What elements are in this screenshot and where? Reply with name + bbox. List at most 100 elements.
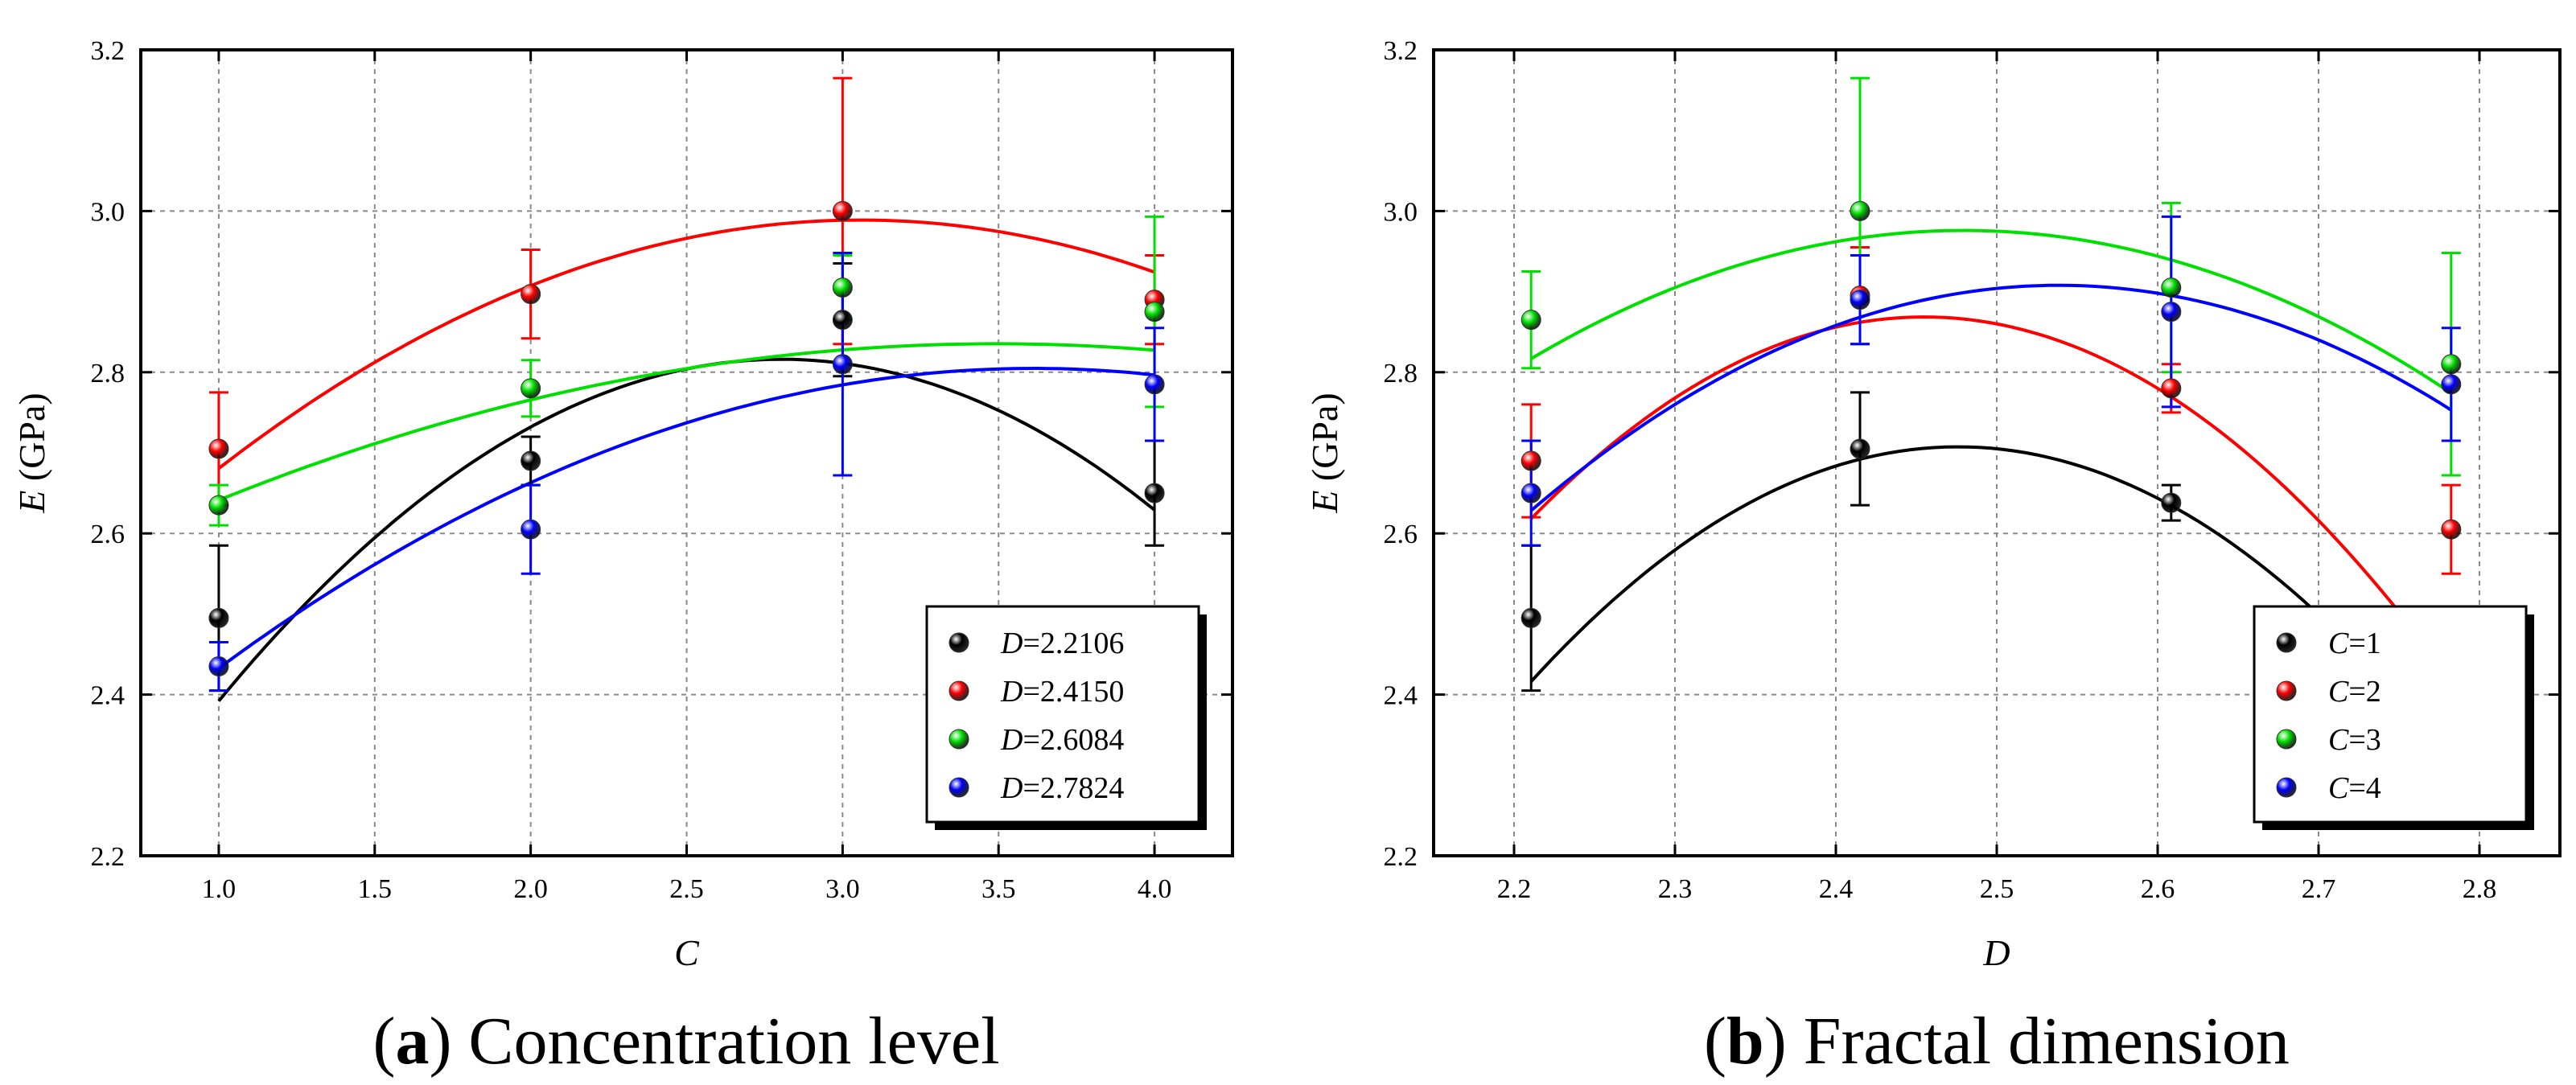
legend-entry: D=2.6084	[1000, 723, 1124, 757]
x-tick-label: 2.5	[1980, 874, 2014, 904]
data-point	[2161, 302, 2182, 323]
y-axis-label-unit: (GPa)	[1304, 392, 1345, 490]
data-point	[1520, 310, 1541, 331]
panel-caption: (b) Fractal dimension	[1704, 1004, 2290, 1079]
data-point	[1520, 450, 1541, 471]
y-tick-label: 3.0	[91, 197, 126, 227]
caption-paren-close: )	[1764, 1004, 1787, 1079]
data-point	[521, 519, 541, 540]
legend-entry-var: D	[1000, 675, 1023, 709]
data-point	[1144, 483, 1165, 503]
y-axis-label-unit: (GPa)	[11, 392, 52, 490]
x-tick-label: 2.2	[1497, 874, 1532, 904]
caption-letter: a	[395, 1004, 429, 1079]
fit-line-C-4	[1529, 283, 2452, 512]
data-point	[208, 495, 229, 516]
fit-line-C-3	[1530, 228, 2452, 395]
data-point	[2441, 374, 2462, 395]
legend-entry-var: C	[2328, 627, 2349, 660]
data-point	[1520, 483, 1541, 503]
legend-marker	[2276, 680, 2297, 701]
legend-entry: C=4	[2328, 771, 2381, 805]
data-point	[1144, 302, 1165, 323]
legend-entry-var: C	[2328, 675, 2349, 709]
data-point	[208, 438, 229, 459]
data-point	[521, 378, 541, 399]
data-point	[2161, 277, 2182, 298]
legend-entry: C=2	[2328, 675, 2381, 709]
legend-entry: D=2.7824	[1000, 771, 1124, 805]
legend-box	[2253, 605, 2528, 824]
y-tick-label: 2.2	[1384, 842, 1418, 872]
x-axis-label-var: D	[1982, 932, 2010, 973]
legend-entry-var: D	[1000, 627, 1023, 660]
legend-entry-var: C	[2328, 771, 2349, 805]
legend-entry-value: =2.4150	[1023, 675, 1124, 709]
data-point	[521, 284, 541, 305]
y-tick-label: 2.8	[91, 359, 126, 388]
y-axis-label-var: E	[11, 491, 52, 514]
data-point	[832, 354, 853, 375]
chart-panel-a: 1.0 1.5 2.0 2.5 3.0 3.5 4.0 2.2 2.4 2.6 2.8 3.0 3.2 C…	[11, 36, 1234, 1079]
y-tick-label: 2.8	[1384, 359, 1418, 388]
x-tick-label: 2.7	[2302, 874, 2336, 904]
data-point	[521, 450, 541, 471]
fit-line-D-4	[217, 366, 1155, 670]
fit-line-D-2	[217, 218, 1155, 470]
fit-line-C-1	[1529, 445, 2453, 762]
legend-entry-value: =2.2106	[1023, 627, 1124, 660]
fit-line-C-2	[1529, 315, 2453, 681]
x-tick-label: 3.5	[981, 874, 1016, 904]
legend-marker	[2276, 632, 2297, 653]
legend-marker	[2276, 729, 2297, 750]
legend-entry-var: D	[1000, 771, 1023, 805]
x-tick-label: 2.4	[1819, 874, 1854, 904]
legend-marker	[2276, 777, 2297, 798]
data-point	[2161, 492, 2182, 513]
legend-marker	[949, 632, 969, 653]
legend-entry-value: =4	[2348, 771, 2381, 805]
fit-line-D-3	[218, 342, 1155, 502]
legend-entry: C=3	[2328, 723, 2381, 757]
x-tick-label: 2.5	[669, 874, 704, 904]
data-point	[1850, 438, 1870, 459]
x-tick-label: 4.0	[1138, 874, 1172, 904]
y-tick-label: 2.6	[1384, 520, 1418, 549]
x-axis-label: C	[674, 932, 700, 973]
y-tick-label: 3.0	[1384, 197, 1418, 227]
data-point	[1850, 290, 1870, 310]
legend-entry: D=2.2106	[1000, 627, 1124, 660]
x-tick-label: 2.8	[2463, 874, 2497, 904]
chart-panel-b: 2.2 2.3 2.4 2.5 2.6 2.7 2.8 2.2 2.4 2.6 2.8 3.0 3.2 D…	[1304, 36, 2562, 1079]
caption-paren-close: )	[429, 1004, 451, 1079]
data-point	[2161, 378, 2182, 399]
legend-entry-var: D	[1000, 723, 1023, 757]
legend: C=1C=2C=3C=4	[2253, 605, 2534, 830]
data-point	[832, 310, 853, 331]
data-point	[208, 656, 229, 677]
y-axis-label: E (GPa)	[11, 392, 52, 513]
x-tick-label: 2.6	[2141, 874, 2175, 904]
x-axis-label-var: C	[674, 932, 700, 973]
caption-text: Fractal dimension	[1787, 1004, 2290, 1079]
legend-entry-value: =2	[2348, 675, 2381, 709]
legend-marker	[949, 777, 969, 798]
legend-entry-var: C	[2328, 723, 2349, 757]
caption-paren-open: (	[1704, 1004, 1726, 1079]
x-tick-label: 2.0	[513, 874, 548, 904]
x-axis-label: D	[1982, 932, 2010, 973]
x-tick-label: 3.0	[825, 874, 860, 904]
caption-paren-open: (	[372, 1004, 395, 1079]
y-tick-label: 2.4	[91, 681, 126, 711]
y-tick-label: 3.2	[91, 36, 126, 66]
legend-marker	[949, 729, 969, 750]
data-point	[832, 200, 853, 221]
legend-box	[925, 605, 1200, 824]
y-axis-label-var: E	[1304, 491, 1345, 514]
x-tick-label: 1.5	[358, 874, 393, 904]
x-tick-label: 1.0	[202, 874, 237, 904]
caption-text: Concentration level	[451, 1004, 999, 1079]
plot-frame	[1432, 48, 2562, 857]
